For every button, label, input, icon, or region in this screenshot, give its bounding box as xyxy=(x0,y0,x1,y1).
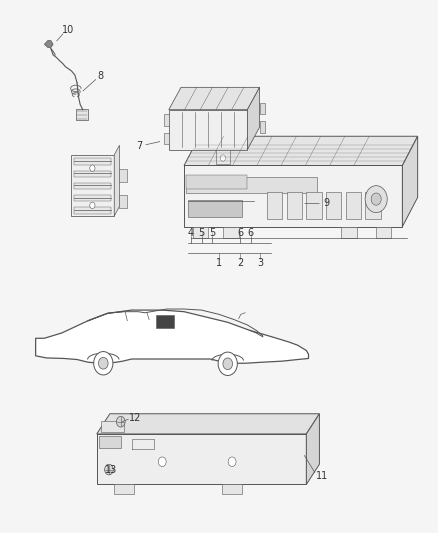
Bar xyxy=(74,171,111,177)
Bar xyxy=(163,133,169,144)
Text: 6: 6 xyxy=(237,228,243,238)
Polygon shape xyxy=(97,414,319,434)
Bar xyxy=(326,192,341,219)
Bar xyxy=(120,169,127,182)
Bar xyxy=(120,195,127,208)
Bar xyxy=(193,227,208,238)
Bar xyxy=(74,195,111,201)
Bar xyxy=(74,207,111,214)
Text: 10: 10 xyxy=(62,26,74,36)
Polygon shape xyxy=(403,136,418,227)
Circle shape xyxy=(365,185,387,213)
Text: 9: 9 xyxy=(323,198,329,208)
Bar xyxy=(114,484,134,494)
Bar xyxy=(287,192,302,219)
Text: 5: 5 xyxy=(209,228,215,238)
Text: 6: 6 xyxy=(248,228,254,238)
Text: 11: 11 xyxy=(315,472,328,481)
Text: 1: 1 xyxy=(216,258,222,268)
Polygon shape xyxy=(247,87,260,150)
Text: 13: 13 xyxy=(105,465,117,474)
Bar xyxy=(341,227,357,238)
Bar xyxy=(186,175,247,189)
Polygon shape xyxy=(184,136,418,165)
Bar xyxy=(365,192,381,219)
Polygon shape xyxy=(184,165,403,227)
Circle shape xyxy=(228,457,236,466)
Bar xyxy=(260,103,265,115)
Text: 5: 5 xyxy=(198,228,205,238)
Polygon shape xyxy=(44,41,53,47)
Polygon shape xyxy=(169,87,260,110)
Circle shape xyxy=(117,416,125,427)
Bar xyxy=(99,435,121,448)
Bar xyxy=(346,192,361,219)
Bar xyxy=(376,227,392,238)
Circle shape xyxy=(223,358,233,369)
Polygon shape xyxy=(169,110,247,150)
Text: 3: 3 xyxy=(258,258,264,268)
Bar xyxy=(74,158,111,165)
Circle shape xyxy=(218,352,237,375)
Text: 4: 4 xyxy=(187,228,194,238)
Circle shape xyxy=(220,155,226,161)
Text: 2: 2 xyxy=(237,258,243,268)
Bar xyxy=(76,109,88,120)
Text: 7: 7 xyxy=(136,141,143,151)
Circle shape xyxy=(99,358,108,369)
Circle shape xyxy=(371,193,381,205)
Circle shape xyxy=(90,202,95,208)
Bar xyxy=(216,150,230,165)
Bar xyxy=(223,484,242,494)
Circle shape xyxy=(94,352,113,375)
Bar xyxy=(155,315,174,328)
Bar xyxy=(186,177,317,193)
Polygon shape xyxy=(97,434,306,484)
Bar xyxy=(187,200,242,217)
Bar xyxy=(260,122,265,133)
Bar xyxy=(74,183,111,189)
Bar xyxy=(163,114,169,126)
Bar xyxy=(223,227,239,238)
Polygon shape xyxy=(306,414,319,484)
Circle shape xyxy=(105,464,113,475)
Bar xyxy=(306,192,321,219)
Polygon shape xyxy=(114,146,120,216)
Circle shape xyxy=(90,165,95,171)
Circle shape xyxy=(158,457,166,466)
Bar xyxy=(101,421,124,432)
Polygon shape xyxy=(71,155,114,216)
Polygon shape xyxy=(35,310,308,364)
Bar xyxy=(267,192,283,219)
Text: 12: 12 xyxy=(129,413,141,423)
Text: 8: 8 xyxy=(97,71,103,81)
